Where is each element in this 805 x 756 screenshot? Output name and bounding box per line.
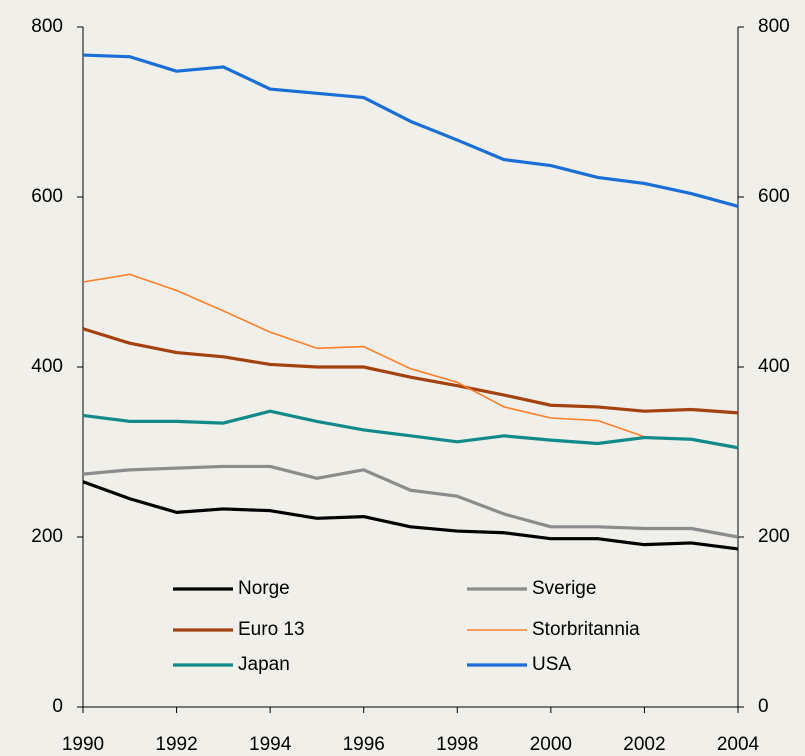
series-line — [82, 409, 739, 450]
legend-label: Euro 13 — [238, 619, 305, 640]
x-tick-label: 1992 — [155, 734, 197, 755]
y2-tick-label: 600 — [758, 186, 790, 207]
legend-label: Japan — [238, 654, 290, 675]
y2-tick-label: 0 — [758, 696, 769, 717]
legend-label: USA — [532, 654, 571, 675]
series-line — [82, 327, 739, 415]
series-line — [82, 53, 739, 208]
y-tick-label: 200 — [31, 526, 63, 547]
x-tick-label: 1998 — [436, 734, 478, 755]
y-tick-label: 600 — [31, 186, 63, 207]
x-tick-label: 1990 — [62, 734, 104, 755]
y-tick-label: 0 — [52, 696, 63, 717]
y2-tick-label: 800 — [758, 16, 790, 37]
y-tick-label: 400 — [31, 356, 63, 377]
series-line — [82, 480, 739, 551]
x-tick-label: 2004 — [717, 734, 760, 755]
legend-label: Storbritannia — [532, 619, 640, 640]
legend-label: Norge — [238, 578, 290, 599]
series-line — [82, 464, 739, 539]
y-tick-label: 800 — [31, 16, 63, 37]
y2-tick-label: 200 — [758, 526, 790, 547]
legend-label: Sverige — [532, 578, 596, 599]
series-line — [82, 273, 739, 449]
x-tick-label: 2002 — [623, 734, 665, 755]
x-tick-label: 2000 — [530, 734, 572, 755]
y2-tick-label: 400 — [758, 356, 790, 377]
x-tick-label: 1996 — [343, 734, 385, 755]
x-tick-label: 1994 — [249, 734, 292, 755]
